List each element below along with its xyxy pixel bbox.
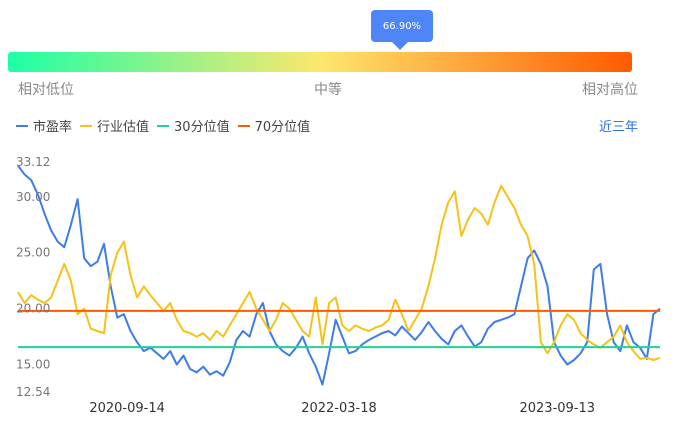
period-selector[interactable]: 近三年 — [599, 120, 639, 135]
legend-p30-swatch — [157, 124, 170, 127]
y-tick-label: 15.00 — [16, 358, 50, 372]
tooltip-pointer — [392, 42, 408, 50]
legend-p70-label: 70分位值 — [254, 120, 311, 135]
valuation-gradient-bar — [8, 52, 632, 72]
series-line-1 — [17, 184, 661, 361]
x-tick-label: 2022-03-18 — [301, 401, 377, 416]
legend-industry-swatch — [80, 124, 93, 127]
high-label: 相对高位 — [582, 82, 638, 98]
y-tick-label: 12.54 — [16, 385, 50, 399]
chart-legend: 市盈率 行业估值 30分位值 70分位值 — [16, 116, 318, 135]
mid-label: 中等 — [314, 82, 342, 98]
legend-p70[interactable]: 70分位值 — [237, 116, 311, 135]
percentile-tooltip: 66.90% — [371, 10, 433, 42]
legend-p70-swatch — [237, 124, 250, 127]
low-label: 相对低位 — [18, 82, 74, 98]
legend-p30[interactable]: 30分位值 — [157, 116, 230, 135]
pe-chart: 33.12 30.00 25.00 20.00 15.00 12.54 2020-09-14… — [16, 155, 661, 416]
y-tick-label: 25.00 — [16, 246, 50, 260]
series-line-0 — [17, 165, 661, 386]
legend-p30-label: 30分位值 — [174, 120, 230, 135]
y-tick-label: 30.00 — [16, 190, 50, 204]
legend-industry-label: 行业估值 — [97, 120, 150, 135]
x-tick-label: 2020-09-14 — [89, 401, 165, 416]
y-tick-label: 20.00 — [16, 302, 50, 316]
legend-pe-swatch — [16, 124, 28, 127]
y-tick-label: 33.12 — [16, 155, 50, 169]
legend-pe-label: 市盈率 — [33, 120, 73, 135]
legend-pe[interactable]: 市盈率 — [16, 116, 72, 135]
x-tick-label: 2023-09-13 — [519, 401, 595, 416]
legend-industry[interactable]: 行业估值 — [80, 116, 149, 135]
